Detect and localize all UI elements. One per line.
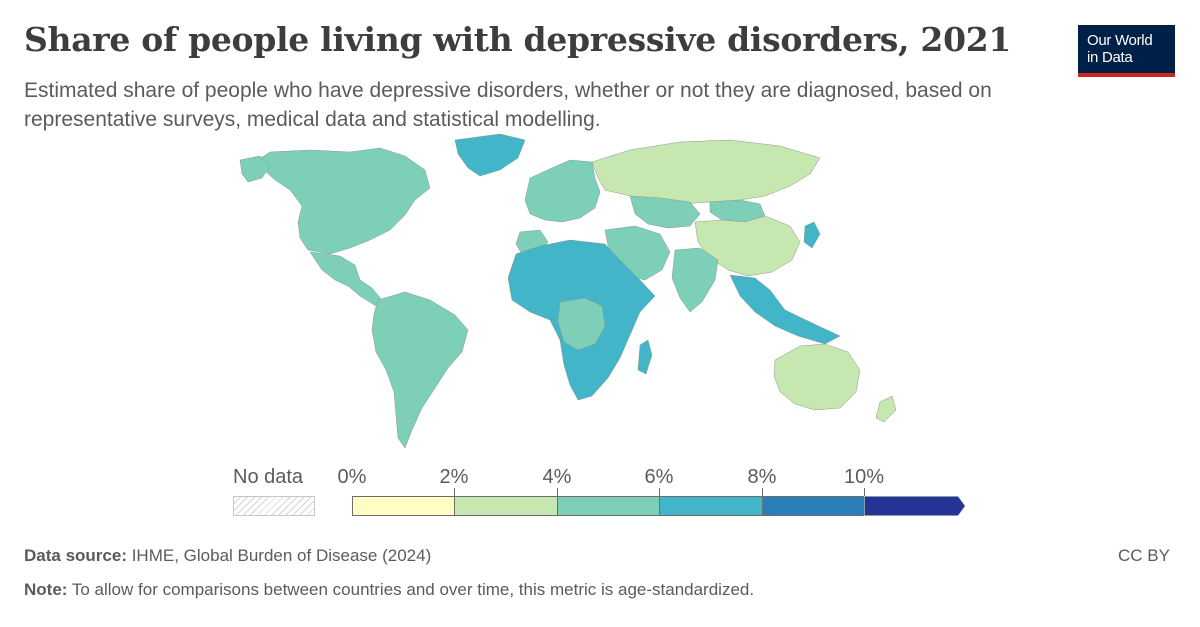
world-map[interactable] bbox=[200, 130, 1000, 460]
license[interactable]: CC BY bbox=[1118, 546, 1170, 565]
chart-title: Share of people living with depressive d… bbox=[24, 20, 1012, 59]
region-new-zealand[interactable] bbox=[875, 395, 897, 423]
region-north-america[interactable] bbox=[254, 147, 431, 255]
owid-logo[interactable]: Our World in Data bbox=[1078, 25, 1175, 77]
legend-bin-6-8[interactable] bbox=[659, 496, 762, 516]
region-greenland[interactable] bbox=[454, 133, 526, 177]
legend-tickmark-4 bbox=[557, 488, 558, 496]
legend-tick-8: 8% bbox=[747, 466, 777, 488]
region-alaska[interactable] bbox=[239, 155, 271, 183]
legend-bin-10-plus-shape bbox=[864, 496, 966, 516]
region-southeast-asia[interactable] bbox=[729, 274, 841, 345]
legend-tick-0: 0% bbox=[337, 466, 367, 488]
region-mexico[interactable] bbox=[309, 251, 383, 307]
legend-tickmark-2 bbox=[454, 488, 455, 496]
legend: No data 0% 2% 4% 6% 8% 10% bbox=[0, 460, 1200, 520]
logo-line-2: in Data bbox=[1087, 49, 1133, 66]
region-madagascar[interactable] bbox=[637, 339, 653, 375]
legend-bin-10-plus[interactable] bbox=[864, 496, 968, 516]
legend-bin-8-10[interactable] bbox=[762, 496, 864, 516]
region-south-america[interactable] bbox=[371, 291, 469, 449]
note-label: Note: bbox=[24, 580, 68, 599]
legend-tick-6: 6% bbox=[644, 466, 674, 488]
legend-bin-0-2[interactable] bbox=[352, 496, 454, 516]
data-source-label: Data source: bbox=[24, 546, 127, 565]
region-australia[interactable] bbox=[773, 343, 861, 411]
note-text: To allow for comparisons between countri… bbox=[67, 580, 755, 599]
legend-bin-2-4[interactable] bbox=[454, 496, 557, 516]
legend-tickmark-8 bbox=[762, 488, 763, 496]
legend-tick-2: 2% bbox=[439, 466, 469, 488]
legend-no-data-swatch[interactable] bbox=[233, 496, 315, 516]
legend-tickmark-10 bbox=[864, 488, 865, 496]
region-russia[interactable] bbox=[591, 139, 821, 205]
data-source: Data source: IHME, Global Burden of Dise… bbox=[24, 546, 431, 566]
legend-tick-4: 4% bbox=[542, 466, 572, 488]
region-central-africa[interactable] bbox=[557, 297, 606, 351]
legend-tickmark-6 bbox=[659, 488, 660, 496]
logo-line-1: Our World bbox=[1087, 32, 1153, 49]
region-japan[interactable] bbox=[803, 221, 821, 249]
legend-tick-10: 10% bbox=[843, 466, 885, 488]
data-source-text: IHME, Global Burden of Disease (2024) bbox=[126, 546, 432, 565]
region-europe[interactable] bbox=[524, 159, 601, 223]
chart-subtitle: Estimated share of people who have depre… bbox=[24, 79, 992, 131]
chart-note: Note: To allow for comparisons between c… bbox=[24, 580, 754, 600]
region-india[interactable] bbox=[671, 247, 719, 313]
legend-no-data-label: No data bbox=[233, 466, 304, 488]
legend-bin-4-6[interactable] bbox=[557, 496, 659, 516]
region-kazakhstan[interactable] bbox=[629, 195, 701, 229]
